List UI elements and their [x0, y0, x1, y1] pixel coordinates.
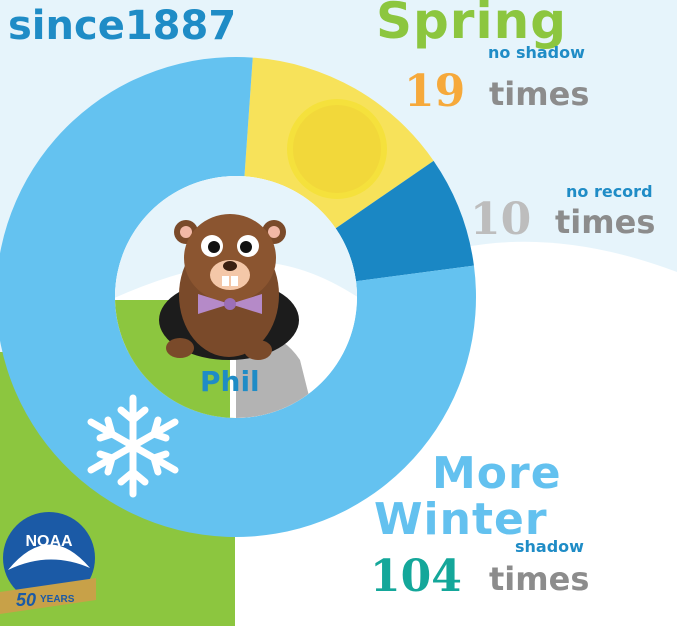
no-record-sublabel: no record — [566, 182, 653, 201]
logo-years-text: YEARS — [40, 594, 75, 605]
winter-sublabel: shadow — [515, 537, 584, 556]
center-label: Phil — [200, 365, 260, 398]
logo-anniversary-number: 50 — [16, 590, 36, 610]
sun-icon — [287, 99, 387, 199]
winter-count: 104 — [370, 551, 462, 602]
winter-title-more: More — [432, 448, 562, 499]
winter-title-winter: Winter — [374, 494, 548, 545]
noaa-logo-text: NOAA — [25, 533, 73, 550]
noaa-logo: NOAA 50 YEARS — [0, 512, 96, 614]
no-record-count: 10 — [470, 194, 532, 245]
snowflake-icon — [87, 394, 179, 498]
slice-no-record — [335, 160, 474, 282]
spring-times-label: times — [489, 75, 590, 113]
spring-sublabel: no shadow — [488, 43, 585, 62]
winter-times-label: times — [489, 560, 590, 598]
since-heading: since1887 — [8, 3, 237, 49]
no-record-times-label: times — [555, 203, 656, 241]
spring-count: 19 — [404, 66, 466, 117]
groundhog-icon — [159, 214, 299, 360]
slice-more-winter — [0, 57, 476, 537]
spring-title: Spring — [376, 0, 567, 50]
